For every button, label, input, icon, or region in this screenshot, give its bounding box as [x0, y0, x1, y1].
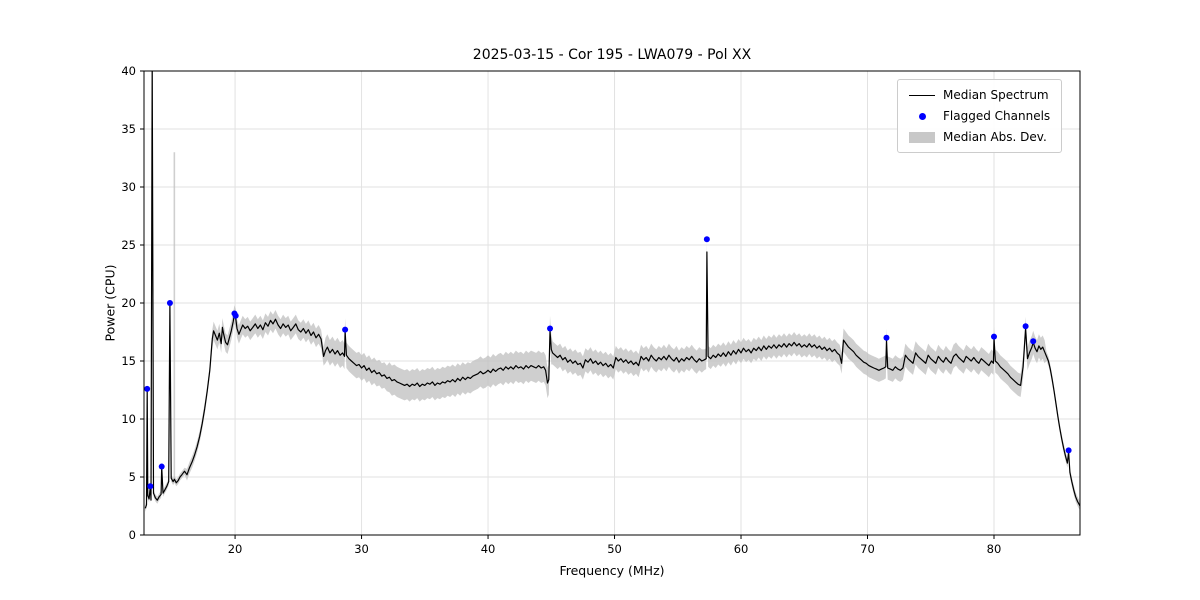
- svg-text:60: 60: [734, 542, 749, 556]
- svg-text:40: 40: [121, 64, 136, 78]
- legend-label: Median Abs. Dev.: [943, 130, 1047, 144]
- legend-label: Median Spectrum: [943, 88, 1049, 102]
- svg-text:80: 80: [987, 542, 1002, 556]
- svg-text:5: 5: [129, 470, 136, 484]
- legend-label: Flagged Channels: [943, 109, 1051, 123]
- flagged-channels-dot-swatch: [909, 110, 935, 122]
- svg-text:50: 50: [607, 542, 622, 556]
- svg-text:20: 20: [121, 296, 136, 310]
- svg-text:25: 25: [121, 238, 136, 252]
- svg-text:15: 15: [121, 354, 136, 368]
- legend-entry-median-abs-dev: Median Abs. Dev.: [909, 130, 1050, 144]
- legend-entry-flagged-channels: Flagged Channels: [909, 109, 1050, 123]
- legend: Median Spectrum Flagged Channels Median …: [897, 79, 1063, 153]
- svg-text:35: 35: [121, 122, 136, 136]
- svg-text:10: 10: [121, 412, 136, 426]
- svg-text:70: 70: [860, 542, 875, 556]
- svg-text:30: 30: [354, 542, 369, 556]
- svg-text:40: 40: [481, 542, 496, 556]
- median-abs-dev-patch-swatch: [909, 131, 935, 143]
- legend-entry-median-spectrum: Median Spectrum: [909, 88, 1050, 102]
- svg-text:0: 0: [129, 528, 136, 542]
- svg-text:20: 20: [228, 542, 243, 556]
- median-spectrum-line-swatch: [909, 89, 935, 101]
- x-axis-label: Frequency (MHz): [559, 563, 665, 578]
- chart-title: 2025-03-15 - Cor 195 - LWA079 - Pol XX: [472, 47, 752, 63]
- svg-text:30: 30: [121, 180, 136, 194]
- y-axis-label: Power (CPU): [102, 264, 118, 342]
